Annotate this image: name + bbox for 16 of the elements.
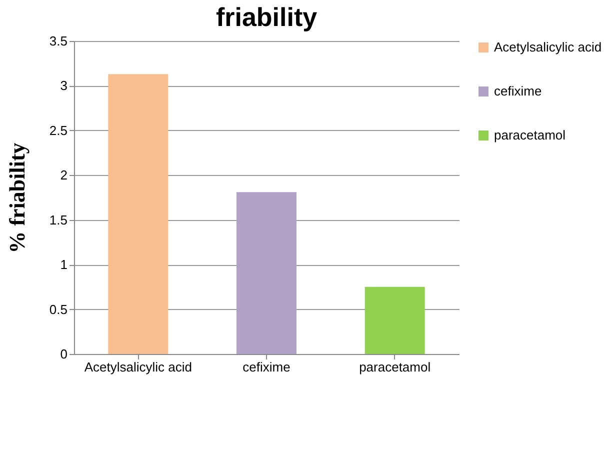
x-tick-label: cefixime (242, 360, 290, 374)
legend-label: cefixime (494, 84, 542, 98)
y-tick-label: 0.5 (49, 302, 68, 317)
x-tick-label: paracetamol (359, 360, 431, 374)
y-tick-label: 1 (60, 257, 68, 272)
y-tick-label: 3 (60, 78, 68, 94)
y-tick-label: 2.5 (49, 122, 68, 138)
legend-label: Acetylsalicylic acid (494, 40, 602, 54)
y-tick-label: 0 (60, 346, 68, 362)
legend-label: paracetamol (494, 128, 566, 142)
y-tick-label: 1.5 (49, 212, 68, 228)
y-tick-label: 3.5 (49, 34, 68, 48)
y-tick-label: 2 (60, 168, 68, 183)
chart-title: friability (216, 2, 318, 32)
y-axis-title: % friability (4, 142, 30, 254)
x-tick-label: Acetylsalicylic acid (84, 360, 192, 374)
